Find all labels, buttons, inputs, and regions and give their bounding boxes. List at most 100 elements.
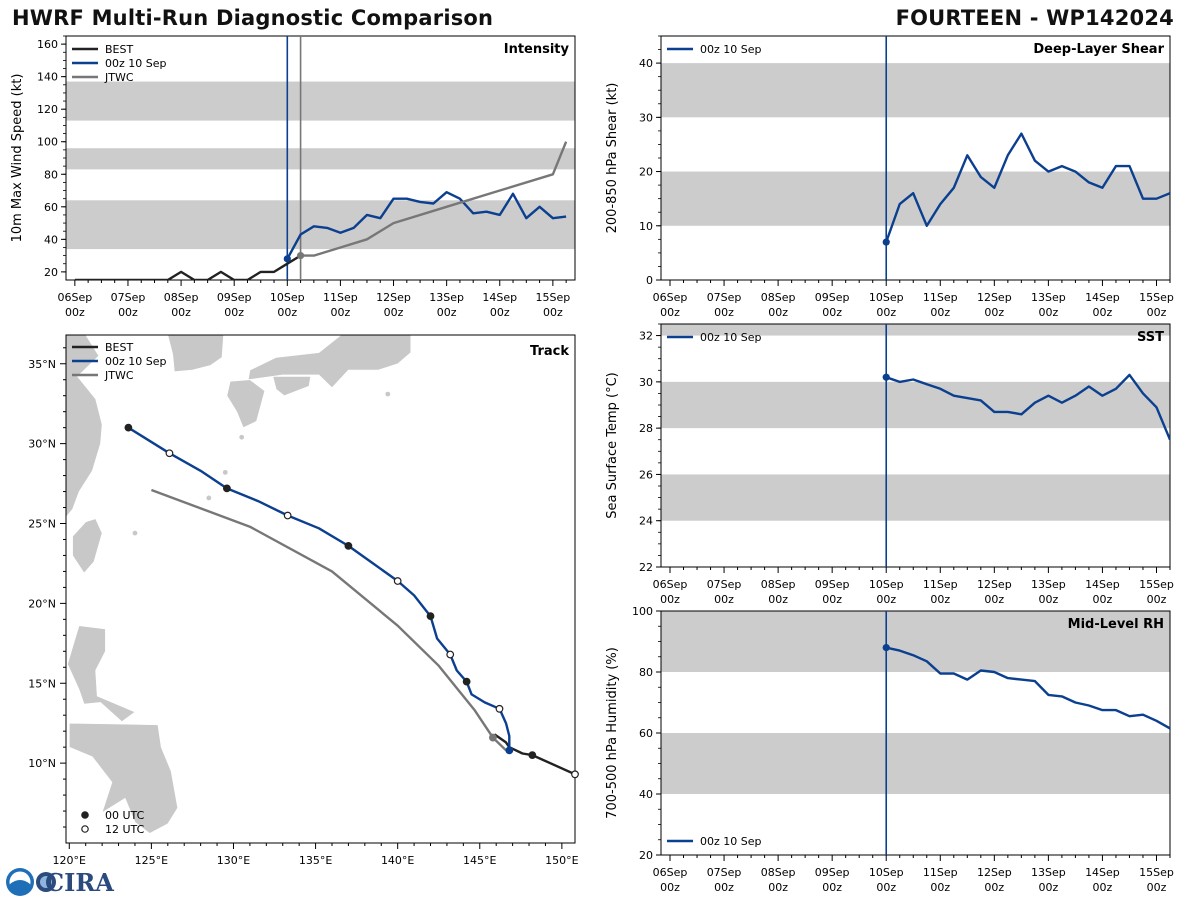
y-tick-label: 160: [37, 38, 58, 51]
track-marker-00: [344, 541, 353, 550]
x-tick-date: 08Sep: [761, 578, 796, 591]
x-tick-date: 13Sep: [1031, 578, 1066, 591]
y-tick-label: 10: [639, 220, 653, 233]
x-tick-date: 14Sep: [482, 291, 517, 304]
small-island: [132, 530, 138, 536]
series-init-marker: [882, 238, 890, 246]
panel-track: 120°E 125°E 130°E 135°E 140°E 145°E 150°E 10°N 1…: [28, 334, 579, 867]
legend-label: BEST: [105, 43, 133, 56]
track-line-jtwc: [150, 488, 507, 752]
x-tick-hour: 00z: [930, 881, 950, 894]
track-line-best: [493, 733, 575, 776]
x-tick-hour: 00z: [876, 306, 896, 319]
lon-tick-label: 130°E: [217, 854, 250, 867]
y-tick-label: 80: [639, 666, 653, 679]
lat-tick-label: 25°N: [28, 518, 56, 531]
panel-label: Mid-Level RH: [1068, 617, 1164, 632]
panel-shear: 0 10 20 30 40 200-850 hPa Shear (kt) 06Sep 00z 0…: [605, 35, 1174, 319]
y-tick-label: 60: [44, 201, 58, 214]
x-tick-hour: 00z: [930, 593, 950, 606]
series-group: [885, 373, 1170, 441]
x-tick-date: 15Sep: [536, 291, 571, 304]
track-line-run: [127, 426, 511, 751]
track-marker-12: [495, 704, 504, 713]
x-tick-hour: 00z: [1038, 306, 1058, 319]
x-tick-hour: 00z: [768, 593, 788, 606]
x-tick-hour: 00z: [822, 593, 842, 606]
x-tick-date: 06Sep: [653, 291, 688, 304]
series-line-run: [885, 373, 1170, 441]
x-tick-hour: 00z: [822, 306, 842, 319]
x-tick-date: 10Sep: [270, 291, 305, 304]
y-tick-label: 40: [639, 788, 653, 801]
y-tick-label: 120: [37, 103, 58, 116]
x-tick-date: 13Sep: [1031, 866, 1066, 879]
small-island: [137, 746, 143, 752]
y-tick-label: 32: [639, 330, 653, 343]
track-marker-00: [528, 751, 537, 760]
x-tick-date: 10Sep: [869, 291, 904, 304]
series-group: [885, 646, 1170, 730]
track-marker-00: [124, 423, 133, 432]
x-tick-hour: 00z: [543, 306, 563, 319]
y-tick-label: 20: [639, 849, 653, 862]
x-tick-date: 12Sep: [376, 291, 411, 304]
x-tick-date: 12Sep: [977, 291, 1012, 304]
track-marker-12: [283, 511, 292, 520]
legend-label: 00z 10 Sep: [700, 43, 762, 56]
y-tick-label: 28: [639, 422, 653, 435]
x-tick-date: 07Sep: [707, 578, 742, 591]
series-line-jtwc: [300, 141, 568, 257]
noaa-logo-icon: [6, 868, 34, 896]
x-tick-hour: 00z: [1147, 593, 1167, 606]
legend-label: JTWC: [104, 369, 134, 382]
shaded-band: [661, 733, 1170, 794]
x-tick-hour: 00z: [876, 881, 896, 894]
x-tick-date: 09Sep: [815, 866, 850, 879]
small-island: [385, 391, 391, 397]
shaded-band: [661, 324, 1170, 336]
y-tick-label: 20: [639, 166, 653, 179]
x-tick-date: 11Sep: [923, 866, 958, 879]
series-line-run: [885, 646, 1170, 730]
lon-tick-label: 150°E: [545, 854, 578, 867]
legend-label: 00z 10 Sep: [700, 331, 762, 344]
x-tick-hour: 00z: [65, 306, 85, 319]
series-init-marker: [882, 644, 890, 652]
track-marker-00: [462, 677, 471, 686]
panel-rh: 20 40 60 80 100 700-500 hPa Humidity (%) 06Sep…: [605, 605, 1174, 894]
x-tick-hour: 00z: [714, 881, 734, 894]
x-tick-hour: 00z: [768, 306, 788, 319]
y-tick-label: 100: [632, 605, 653, 618]
x-tick-date: 10Sep: [869, 866, 904, 879]
x-tick-hour: 00z: [660, 881, 680, 894]
lat-tick-label: 10°N: [28, 757, 56, 770]
x-tick-hour: 00z: [1147, 881, 1167, 894]
track-marker-00: [223, 484, 231, 493]
x-tick-hour: 00z: [930, 306, 950, 319]
series-init-marker: [296, 252, 305, 260]
landmass-shikoku: [272, 376, 311, 397]
y-tick-label: 26: [639, 468, 653, 481]
lon-tick-label: 120°E: [53, 854, 86, 867]
x-tick-hour: 00z: [118, 306, 138, 319]
x-tick-hour: 00z: [768, 881, 788, 894]
landmass-luzon: [67, 625, 136, 722]
lon-tick-label: 135°E: [299, 854, 332, 867]
x-tick-hour: 00z: [171, 306, 191, 319]
legend-label: BEST: [105, 341, 133, 354]
x-tick-hour: 00z: [1038, 881, 1058, 894]
landmass-korea-tip: [167, 335, 224, 373]
legend-label: 00z 10 Sep: [105, 57, 167, 70]
x-tick-hour: 00z: [1093, 593, 1113, 606]
x-tick-date: 14Sep: [1085, 291, 1120, 304]
landmass-honshu: [247, 335, 412, 389]
legend-label: JTWC: [104, 71, 134, 84]
panel-sst: 22 24 26 28 30 32 Sea Surface Temp (°C) 06Sep 00…: [605, 323, 1174, 606]
y-axis-label: 10m Max Wind Speed (kt): [10, 74, 25, 243]
y-axis-label: 700-500 hPa Humidity (%): [605, 647, 620, 819]
y-tick-label: 60: [639, 727, 653, 740]
lon-tick-label: 145°E: [463, 854, 496, 867]
lat-tick-label: 15°N: [28, 677, 56, 690]
y-tick-label: 30: [639, 376, 653, 389]
